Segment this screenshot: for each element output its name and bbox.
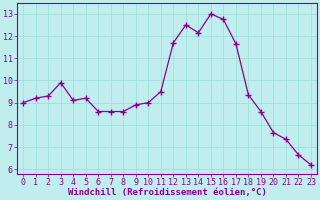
X-axis label: Windchill (Refroidissement éolien,°C): Windchill (Refroidissement éolien,°C) — [68, 188, 267, 197]
